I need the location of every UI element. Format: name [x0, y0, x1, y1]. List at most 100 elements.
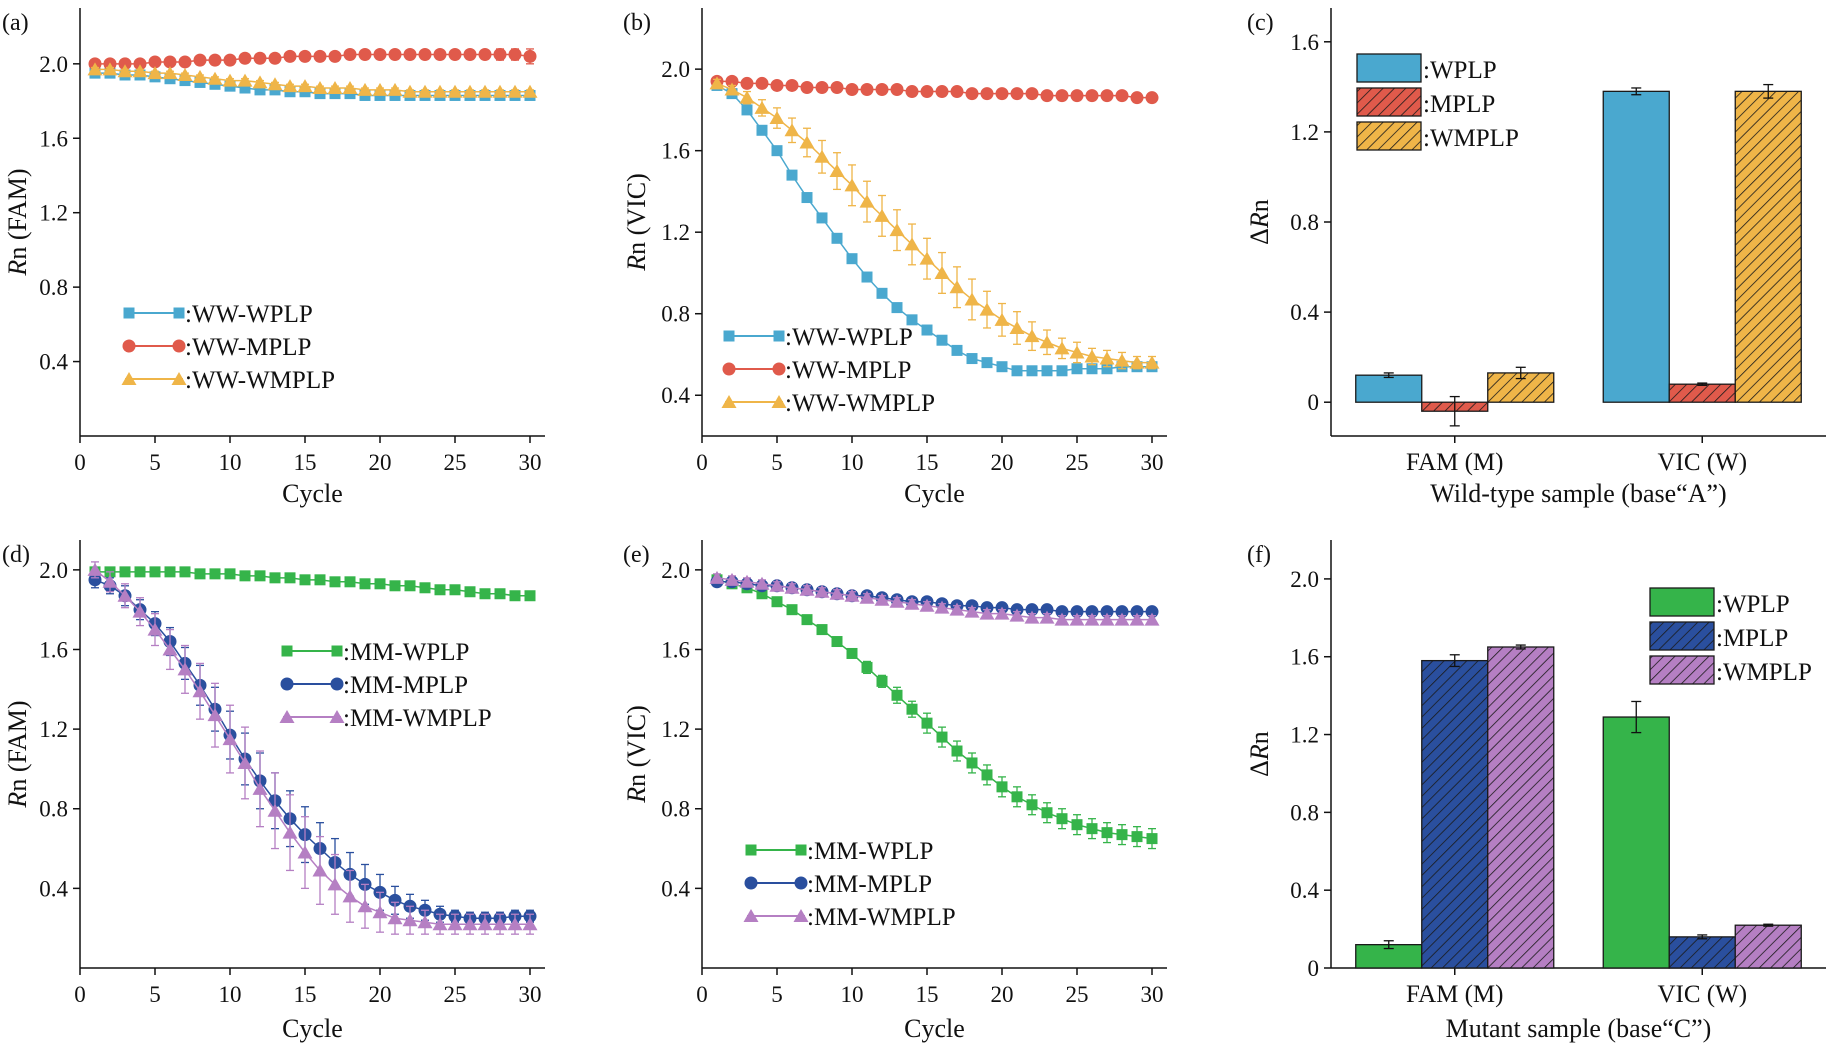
legend-entry: :WW-WPLP: [723, 324, 913, 351]
data-point: [254, 84, 266, 96]
data-point: [1026, 799, 1038, 811]
data-point: [404, 580, 416, 592]
data-point: [387, 82, 403, 96]
x-axis-title: Wild-type sample (base“A”): [1430, 479, 1726, 508]
y-axis-title: Rn (FAM): [3, 168, 32, 276]
data-point: [994, 312, 1010, 326]
y-tick-label: 2.0: [661, 558, 690, 583]
data-point: [417, 915, 433, 929]
data-point: [1084, 349, 1100, 363]
data-point: [1086, 823, 1098, 835]
data-point: [966, 353, 978, 365]
data-point: [1131, 831, 1143, 843]
data-point: [509, 590, 521, 602]
data-point: [980, 87, 994, 101]
legend-label: :WW-MPLP: [185, 334, 311, 361]
data-point: [1054, 612, 1070, 626]
legend-label: :MPLP: [1716, 625, 1788, 652]
data-point: [891, 302, 903, 314]
data-point: [177, 662, 193, 676]
data-point: [222, 73, 238, 87]
data-point: [1011, 365, 1023, 377]
data-point: [238, 51, 252, 65]
data-point: [831, 636, 843, 648]
legend-entry: :WPLP: [1649, 587, 1790, 618]
series-line: [716, 82, 1152, 364]
panel-label: (f): [1247, 542, 1271, 568]
legend-label: :WW-WPLP: [785, 324, 913, 351]
data-point: [102, 574, 118, 588]
legend-entry: :MPLP: [1649, 621, 1788, 652]
legend-marker: [772, 362, 786, 376]
y-axis-title: Rn (VIC): [622, 705, 651, 803]
data-point: [132, 64, 148, 78]
data-point: [447, 84, 463, 98]
x-tick-label: 30: [519, 982, 542, 1007]
data-point: [769, 578, 785, 592]
y-tick-label: 1.2: [39, 717, 68, 742]
data-point: [755, 76, 769, 90]
data-point: [192, 69, 208, 83]
data-point: [1039, 335, 1055, 349]
y-axis-title: ΔRn: [1245, 199, 1274, 245]
panel-label: (c): [1247, 10, 1274, 36]
legend-marker: [279, 710, 295, 723]
data-point: [1099, 351, 1115, 365]
data-point: [889, 594, 905, 608]
data-point: [951, 344, 963, 356]
legend-label: :MM-WPLP: [807, 838, 933, 865]
legend-marker: [744, 876, 758, 890]
data-point: [996, 361, 1008, 373]
data-point: [357, 82, 373, 96]
series-1: [89, 566, 536, 602]
y-tick-label: 2.0: [39, 558, 68, 583]
legend-marker: [743, 909, 759, 922]
y-axis-title: Rn (FAM): [3, 700, 32, 808]
data-point: [1054, 341, 1070, 355]
data-point: [994, 606, 1010, 620]
y-tick-label: 0.4: [1290, 878, 1319, 903]
data-point: [1100, 605, 1114, 619]
legend-label: :MM-MPLP: [343, 672, 468, 699]
data-point: [118, 57, 132, 71]
legend-entry: :WMPLP: [1649, 655, 1812, 686]
data-point: [329, 576, 341, 588]
legend-marker: [172, 339, 186, 353]
y-tick-label: 1.6: [39, 637, 68, 662]
legend-entry: :MM-WPLP: [745, 838, 933, 865]
data-point: [164, 566, 176, 578]
series-3: [709, 570, 1160, 626]
data-point: [920, 85, 934, 99]
data-point: [1144, 355, 1160, 369]
data-point: [119, 566, 131, 578]
panel-label: (e): [623, 542, 650, 568]
data-point: [373, 48, 387, 62]
data-point: [178, 55, 192, 69]
legend-entry: :WMPLP: [1356, 121, 1519, 152]
data-point: [372, 905, 388, 919]
legend-swatch: [1356, 87, 1422, 117]
data-point: [193, 53, 207, 67]
data-point: [508, 48, 522, 62]
data-point: [1041, 807, 1053, 819]
data-point: [134, 566, 146, 578]
data-point: [815, 80, 829, 94]
y-tick-label: 2.0: [661, 57, 690, 82]
data-point: [419, 582, 431, 594]
data-point: [507, 917, 523, 931]
legend-entry: :WPLP: [1356, 53, 1497, 84]
data-point: [223, 53, 237, 67]
legend-label: :WPLP: [1423, 57, 1497, 84]
data-point: [1055, 89, 1069, 103]
data-point: [904, 237, 920, 251]
legend-marker: [330, 677, 344, 691]
data-point: [724, 82, 740, 96]
data-point: [996, 781, 1008, 793]
data-point: [357, 899, 373, 913]
data-point: [874, 592, 890, 606]
legend-entry: :WW-WMPLP: [721, 390, 935, 417]
x-tick-label: 5: [149, 450, 161, 475]
series-line: [716, 84, 1152, 372]
x-tick-label: 15: [916, 450, 939, 475]
